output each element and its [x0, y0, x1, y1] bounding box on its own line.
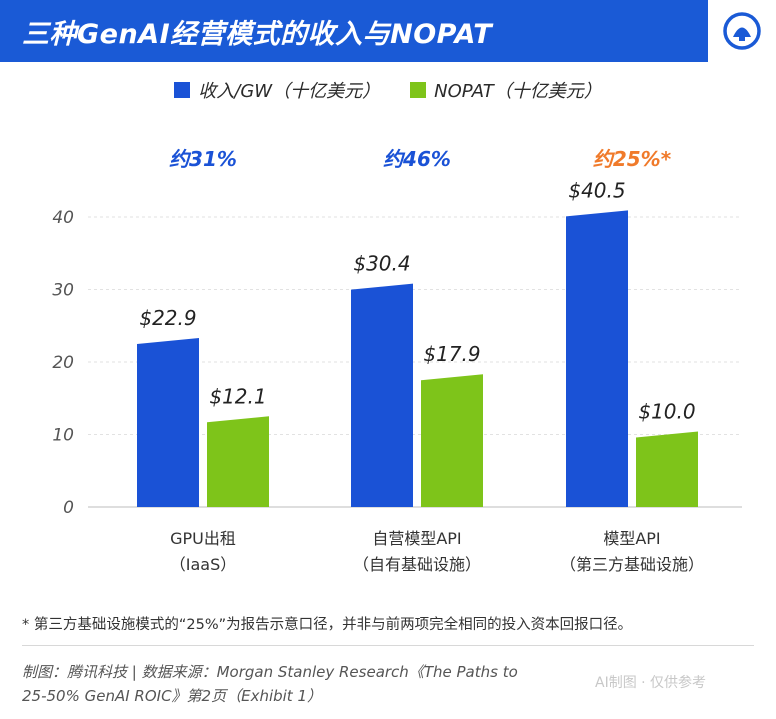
header-bar: 三种GenAI经营模式的收入与NOPAT [0, 0, 776, 62]
bar-nopat [421, 374, 483, 507]
y-tick-label: 10 [52, 426, 74, 446]
legend-label-revenue: 收入/GW（十亿美元） [198, 81, 381, 102]
bar-chart: 0 10 20 30 40 $22.9 $30.4 $40.5 $12.1 $17.9 $10.0 约… [52, 147, 742, 574]
category-sublabel: （自有基础设施） [353, 555, 481, 574]
category-label: 模型API [603, 529, 660, 548]
bar-nopat [207, 416, 269, 507]
margin-label: 约31% [169, 147, 237, 171]
source-note: 制图：腾讯科技 | 数据来源：Morgan Stanley Research《T… [22, 660, 518, 708]
logo-badge [708, 0, 776, 62]
legend-item-revenue: 收入/GW（十亿美元） [174, 78, 380, 102]
legend-label-nopat: NOPAT（十亿美元） [434, 81, 602, 102]
y-tick-label: 0 [63, 498, 74, 518]
legend-swatch-nopat [410, 82, 427, 98]
legend-item-nopat: NOPAT（十亿美元） [410, 78, 602, 102]
watermark: AI制图 · 仅供参考 [595, 675, 707, 691]
category-label: 自营模型API [372, 529, 461, 548]
data-label: $17.9 [423, 342, 480, 366]
data-label: $12.1 [209, 384, 266, 408]
legend-swatch-revenue [174, 82, 191, 98]
y-tick-label: 30 [52, 281, 74, 301]
data-label: $10.0 [638, 400, 695, 424]
category-sublabel: （第三方基础设施） [560, 555, 704, 574]
data-label: $30.4 [353, 252, 410, 276]
data-label: $40.5 [568, 178, 625, 202]
margin-label: 约46% [383, 147, 451, 171]
category-sublabel: （IaaS） [170, 555, 237, 574]
footnote: * 第三方基础设施模式的“25%”为报告示意口径，并非与前两项完全相同的投入资本… [22, 617, 633, 633]
bar-revenue [137, 337, 199, 507]
y-tick-label: 40 [52, 208, 74, 228]
chart-legend: 收入/GW（十亿美元） NOPAT（十亿美元） [0, 78, 776, 102]
divider [22, 645, 754, 646]
source-line-1: 制图：腾讯科技 | 数据来源：Morgan Stanley Research《T… [22, 663, 518, 681]
bar-nopat [636, 431, 698, 507]
bar-revenue [566, 210, 628, 507]
source-line-2: 25-50% GenAI ROIC》第2页（Exhibit 1） [22, 687, 323, 705]
category-label: GPU出租 [170, 529, 236, 548]
bar-revenue [351, 283, 413, 507]
tencent-news-logo-icon [723, 12, 761, 50]
chart-title: 三种GenAI经营模式的收入与NOPAT [22, 19, 493, 50]
margin-label: 约25%* [593, 147, 672, 171]
data-label: $22.9 [139, 306, 196, 330]
y-tick-label: 20 [52, 353, 74, 373]
